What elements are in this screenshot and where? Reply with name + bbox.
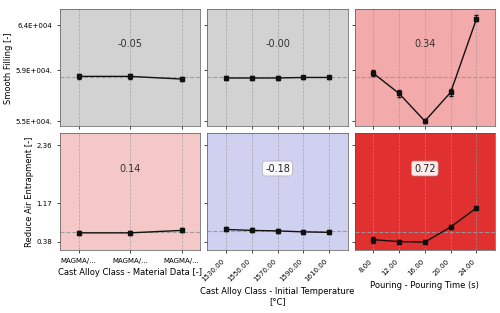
Text: -0.18: -0.18 — [265, 163, 290, 173]
Y-axis label: Reduce Air Entrapment [-]: Reduce Air Entrapment [-] — [25, 137, 34, 247]
Text: 0.72: 0.72 — [414, 163, 436, 173]
Text: 0.34: 0.34 — [414, 39, 436, 49]
X-axis label: Pouring - Pouring Time (s): Pouring - Pouring Time (s) — [370, 281, 480, 290]
X-axis label: Cast Alloy Class - Initial Temperature
[°C]: Cast Alloy Class - Initial Temperature [… — [200, 287, 354, 306]
Text: -0.05: -0.05 — [118, 39, 142, 49]
Text: 0.14: 0.14 — [120, 163, 141, 173]
Text: -0.00: -0.00 — [265, 39, 290, 49]
Y-axis label: Smooth Filling [-]: Smooth Filling [-] — [4, 32, 13, 104]
X-axis label: Cast Alloy Class - Material Data [-]: Cast Alloy Class - Material Data [-] — [58, 268, 202, 277]
